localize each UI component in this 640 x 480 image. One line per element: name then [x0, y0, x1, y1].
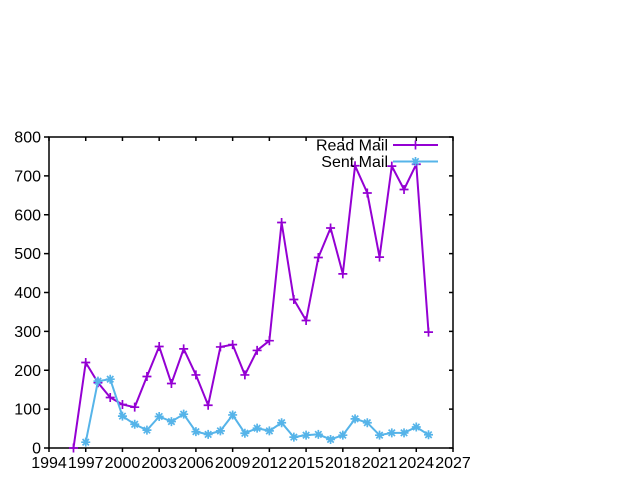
legend-sample-marker-sent-mail — [411, 157, 420, 166]
y-tick-label: 500 — [14, 246, 41, 263]
x-tick-label: 2018 — [325, 455, 361, 472]
x-tick-label: 2021 — [362, 455, 398, 472]
series-line-read-mail — [72, 160, 430, 449]
plot-area: 1994 1997 2000 2003 2006 2009 2012 2015 2018 2021… — [14, 130, 471, 473]
x-tick-label: 2015 — [288, 455, 324, 472]
x-tick-label: 2009 — [215, 455, 251, 472]
x-tick-label: 2006 — [178, 455, 214, 472]
x-tick-label: 2000 — [105, 455, 141, 472]
x-tick-label: 2024 — [398, 455, 434, 472]
legend-sample-marker-read-mail — [411, 140, 420, 150]
y-tick-label: 100 — [14, 402, 41, 419]
legend-label-read-mail: Read Mail — [316, 138, 388, 155]
y-tick-label: 800 — [14, 130, 41, 147]
legend: Read Mail Sent Mail — [316, 138, 388, 172]
y-tick-label: 200 — [14, 363, 41, 380]
y-tick-label: 600 — [14, 207, 41, 224]
y-tick-label: 300 — [14, 324, 41, 341]
x-tick-label: 2003 — [141, 455, 177, 472]
y-tick-label: 400 — [14, 285, 41, 302]
x-tick-label: 2027 — [435, 455, 471, 472]
plot-border — [48, 136, 454, 449]
series-markers-read-mail — [68, 159, 434, 453]
x-tick-label: 2012 — [252, 455, 288, 472]
series-markers-sent-mail — [81, 374, 434, 447]
y-tick-label: 700 — [14, 168, 41, 185]
legend-label-sent-mail: Sent Mail — [321, 154, 388, 171]
y-tick-label: 0 — [32, 441, 41, 458]
x-tick-label: 1997 — [68, 455, 104, 472]
x-tick-label: 1994 — [31, 455, 67, 472]
